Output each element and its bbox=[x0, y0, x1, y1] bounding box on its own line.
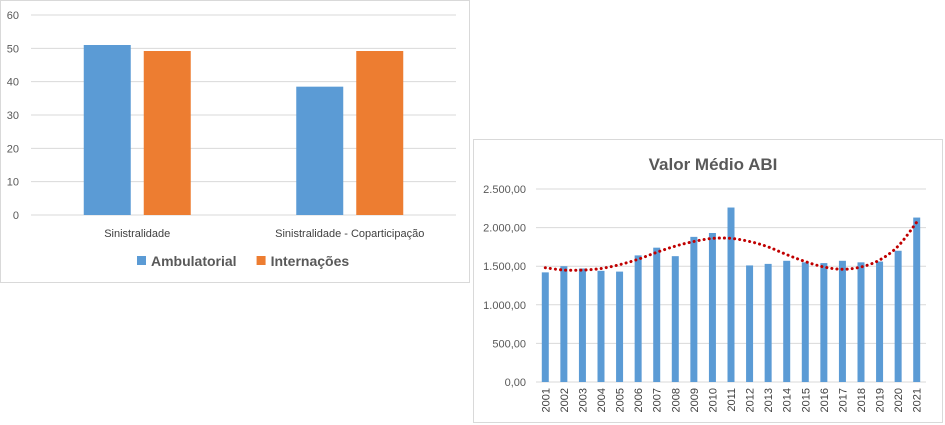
chart-sinistralidade: 0 10 20 30 40 50 60 Sinistralidade Sinistralidad… bbox=[0, 0, 470, 283]
x-category-label: 2018 bbox=[856, 388, 868, 412]
bar bbox=[356, 51, 404, 215]
bar bbox=[783, 260, 791, 382]
legend-swatch bbox=[137, 256, 146, 265]
chart-title: Valor Médio ABI bbox=[649, 155, 778, 174]
bar bbox=[820, 263, 828, 382]
x-category-label: 2010 bbox=[707, 388, 719, 412]
y-tick-label: 60 bbox=[7, 10, 19, 22]
y-tick-label: 1.500,00 bbox=[483, 261, 526, 273]
x-category-label: 2015 bbox=[800, 388, 812, 412]
trendline bbox=[543, 220, 919, 272]
x-category-label: 2007 bbox=[652, 388, 664, 412]
x-category-label: Sinistralidade - Coparticipação bbox=[275, 228, 424, 240]
x-category-label: 2016 bbox=[819, 388, 831, 412]
x-category-label: 2002 bbox=[559, 388, 571, 412]
bar bbox=[597, 270, 605, 382]
legend-swatch bbox=[256, 256, 266, 265]
bar bbox=[727, 207, 735, 382]
bar bbox=[838, 260, 846, 382]
bar bbox=[894, 250, 902, 382]
bar bbox=[616, 271, 624, 382]
y-tick-label: 1.000,00 bbox=[483, 300, 526, 312]
x-category-label: 2008 bbox=[670, 388, 682, 412]
x-category-label: 2021 bbox=[912, 388, 924, 412]
chart-valor-medio-abi: Valor Médio ABI 0,00 500,00 1.000,00 1.500,0… bbox=[473, 139, 943, 423]
x-category-label: 2011 bbox=[726, 388, 738, 412]
bar bbox=[857, 262, 865, 382]
x-category-label: 2020 bbox=[893, 388, 905, 412]
y-tick-label: 0,00 bbox=[505, 377, 526, 389]
y-tick-label: 20 bbox=[7, 143, 19, 155]
x-category-label: 2019 bbox=[875, 388, 887, 412]
x-category-label: 2005 bbox=[615, 388, 627, 412]
y-tick-label: 2.000,00 bbox=[483, 223, 526, 235]
bar bbox=[560, 266, 568, 382]
chart-sinistralidade-svg: 0 10 20 30 40 50 60 Sinistralidade Sinistralidad… bbox=[7, 10, 456, 269]
y-tick-label: 2.500,00 bbox=[483, 184, 526, 196]
bar bbox=[634, 255, 642, 382]
x-category-label: 2013 bbox=[763, 388, 775, 412]
bar bbox=[671, 256, 679, 382]
x-category-label: 2006 bbox=[633, 388, 645, 412]
bar bbox=[708, 233, 716, 382]
x-category-label: 2014 bbox=[782, 388, 794, 412]
bar bbox=[83, 45, 131, 215]
chart-valor-medio-abi-svg: Valor Médio ABI 0,00 500,00 1.000,00 1.500,0… bbox=[483, 155, 926, 412]
y-tick-label: 10 bbox=[7, 177, 19, 189]
bar bbox=[541, 272, 549, 382]
x-category-label: 2012 bbox=[745, 388, 757, 412]
x-category-label: 2009 bbox=[689, 388, 701, 412]
legend-label: Ambulatorial bbox=[151, 253, 237, 269]
bar bbox=[296, 86, 344, 216]
x-category-label: 2017 bbox=[837, 388, 849, 412]
bar bbox=[578, 268, 586, 382]
x-category-label: 2001 bbox=[540, 388, 552, 412]
legend-label: Internações bbox=[271, 253, 350, 269]
bar bbox=[801, 262, 809, 382]
y-tick-label: 30 bbox=[7, 110, 19, 122]
bar bbox=[143, 51, 191, 215]
y-tick-label: 500,00 bbox=[492, 338, 526, 350]
x-category-label: 2003 bbox=[577, 388, 589, 412]
bar bbox=[913, 217, 921, 382]
bar bbox=[764, 263, 772, 382]
x-category-label: Sinistralidade bbox=[104, 228, 170, 240]
bar bbox=[876, 261, 884, 382]
y-tick-label: 40 bbox=[7, 77, 19, 89]
y-tick-label: 50 bbox=[7, 43, 19, 55]
y-tick-label: 0 bbox=[13, 210, 19, 222]
x-category-label: 2004 bbox=[596, 388, 608, 412]
bar bbox=[690, 236, 698, 382]
bar bbox=[653, 247, 661, 382]
bar bbox=[746, 265, 754, 382]
